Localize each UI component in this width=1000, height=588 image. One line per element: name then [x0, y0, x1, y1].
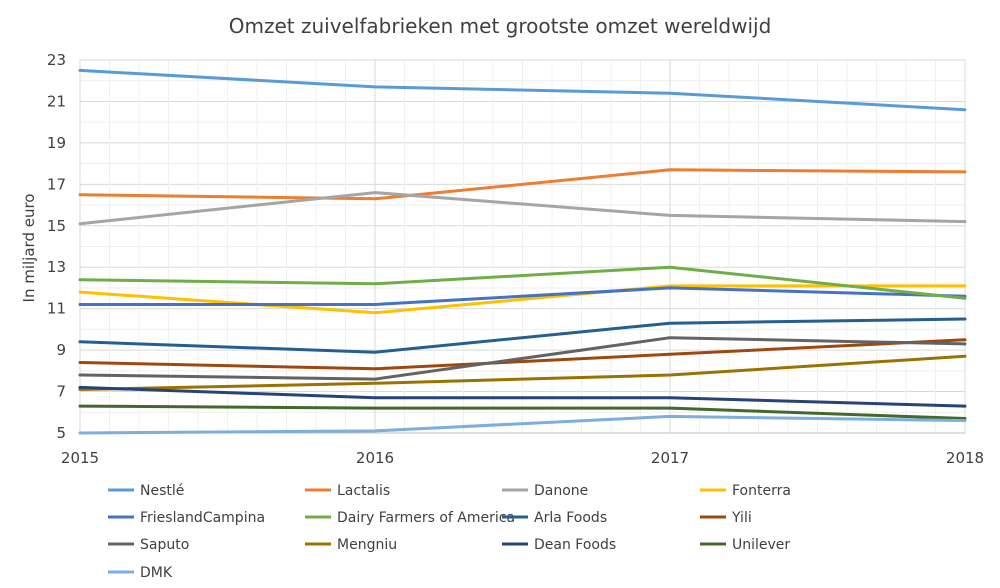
legend-label: Danone	[534, 483, 588, 499]
y-tick-label: 17	[47, 175, 66, 193]
axis-ticks: 5 7 9 11 13 15 17 19 21 23 2015 2016 2017 2018	[47, 51, 984, 467]
series-line-6	[78, 317, 967, 354]
x-tick-label: 2018	[946, 449, 984, 467]
series-line-2	[78, 191, 967, 226]
legend-label: Mengniu	[337, 537, 397, 553]
legend-label: Lactalis	[337, 483, 390, 499]
y-tick-label: 21	[47, 92, 66, 110]
y-tick-label: 19	[47, 134, 66, 152]
x-tick-label: 2017	[651, 449, 689, 467]
legend-label: DMK	[140, 565, 173, 581]
y-tick-label: 9	[56, 341, 66, 359]
series-line-11	[78, 404, 967, 420]
legend-label: Yili	[731, 510, 752, 526]
series-line-10	[78, 385, 967, 408]
series-line-3	[78, 284, 967, 315]
y-tick-label: 13	[47, 258, 66, 276]
legend-label: Dairy Farmers of America	[337, 510, 515, 526]
grid-lines	[79, 59, 966, 434]
legend: Nestlé Lactalis Danone Fonterra FrieslandCam…	[108, 483, 791, 581]
x-tick-label: 2015	[61, 449, 99, 467]
series-line-7	[78, 338, 967, 371]
y-tick-label: 5	[56, 424, 66, 442]
y-tick-label: 7	[56, 383, 66, 401]
chart-title: Omzet zuivelfabrieken met grootste omzet…	[229, 14, 772, 38]
legend-label: Dean Foods	[534, 537, 616, 553]
series-line-1	[78, 168, 967, 201]
series-line-5	[78, 265, 967, 300]
y-tick-label: 23	[47, 51, 66, 69]
legend-label: Saputo	[140, 537, 189, 553]
y-tick-label: 11	[47, 300, 66, 318]
legend-label: Arla Foods	[534, 510, 607, 526]
series-line-0	[78, 68, 967, 112]
series-line-9	[78, 354, 967, 391]
series-line-8	[78, 336, 967, 381]
legend-label: FrieslandCampina	[140, 510, 265, 526]
legend-label: Unilever	[732, 537, 790, 553]
series-line-12	[78, 414, 967, 435]
y-axis-label: In miljard euro	[20, 194, 38, 303]
series-line-4	[78, 286, 967, 306]
legend-label: Nestlé	[140, 483, 184, 499]
x-tick-label: 2016	[356, 449, 394, 467]
legend-label: Fonterra	[732, 483, 791, 499]
series-lines	[78, 68, 967, 435]
y-tick-label: 15	[47, 217, 66, 235]
